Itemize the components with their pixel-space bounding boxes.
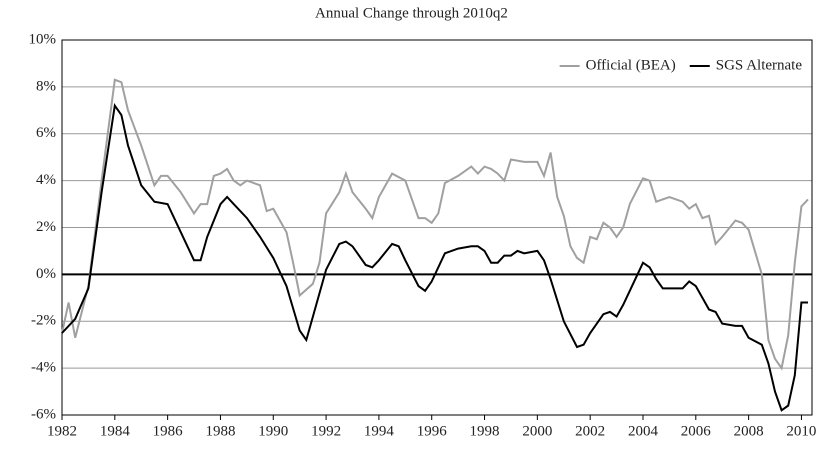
legend-label: Official (BEA) (586, 57, 676, 73)
x-tick-label: 1982 (47, 423, 77, 439)
x-tick-label: 2006 (681, 423, 712, 439)
x-tick-label: 1984 (100, 423, 131, 439)
x-tick-label: 1998 (470, 423, 500, 439)
y-tick-label: 4% (36, 172, 56, 188)
legend-label: SGS Alternate (716, 57, 803, 73)
chart-title: Annual Change through 2010q2 (315, 5, 508, 21)
x-tick-label: 1988 (205, 423, 235, 439)
y-tick-label: 2% (36, 219, 56, 235)
y-tick-label: -4% (31, 360, 56, 376)
x-tick-label: 2008 (734, 423, 764, 439)
x-tick-label: 2002 (575, 423, 605, 439)
y-tick-label: -6% (31, 406, 56, 422)
x-tick-label: 1986 (153, 423, 184, 439)
x-tick-label: 2000 (522, 423, 552, 439)
y-tick-label: 8% (36, 78, 56, 94)
x-tick-label: 2004 (628, 423, 659, 439)
series-line (61, 78, 809, 371)
series-line (61, 102, 808, 412)
plot-frame (61, 39, 813, 416)
x-tick-label: 1990 (258, 423, 288, 439)
x-tick-label: 1994 (364, 423, 395, 439)
x-tick-label: 2010 (786, 423, 816, 439)
y-tick-label: 6% (36, 125, 56, 141)
x-tick-label: 1996 (417, 423, 448, 439)
y-tick-label: 10% (29, 31, 57, 47)
y-tick-label: 0% (36, 266, 56, 282)
x-tick-label: 1992 (311, 423, 341, 439)
y-tick-label: -2% (31, 313, 56, 329)
